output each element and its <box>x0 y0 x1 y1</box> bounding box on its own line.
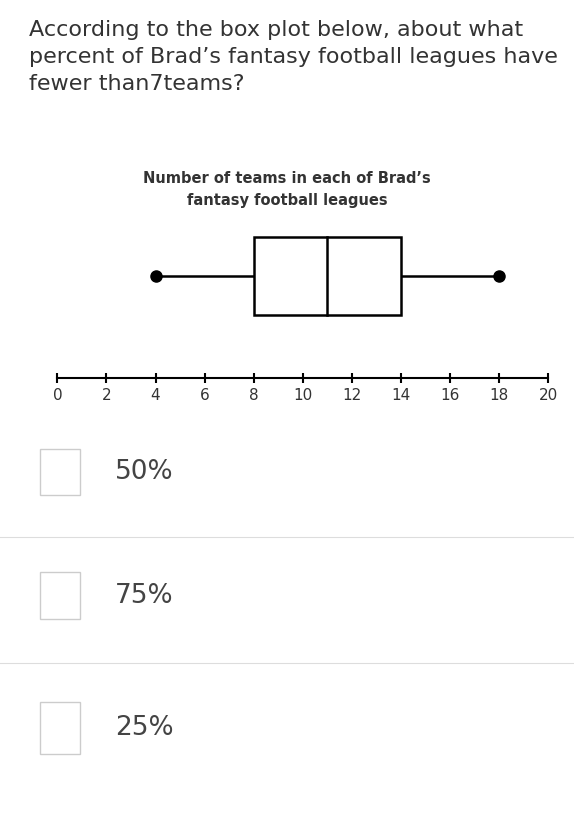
Text: Number of teams in each of Brad’s: Number of teams in each of Brad’s <box>143 171 431 185</box>
Text: 75%: 75% <box>115 583 173 608</box>
Text: 25%: 25% <box>115 715 173 741</box>
Text: According to the box plot below, about what: According to the box plot below, about w… <box>29 20 523 41</box>
Text: fewer than7teams?: fewer than7teams? <box>29 74 244 94</box>
Bar <box>40 702 80 754</box>
Bar <box>40 450 80 495</box>
Text: percent of Brad’s fantasy football leagues have: percent of Brad’s fantasy football leagu… <box>29 47 557 67</box>
Bar <box>40 572 80 620</box>
Text: 50%: 50% <box>115 459 173 485</box>
Text: fantasy football leagues: fantasy football leagues <box>187 193 387 207</box>
Bar <box>254 237 401 315</box>
